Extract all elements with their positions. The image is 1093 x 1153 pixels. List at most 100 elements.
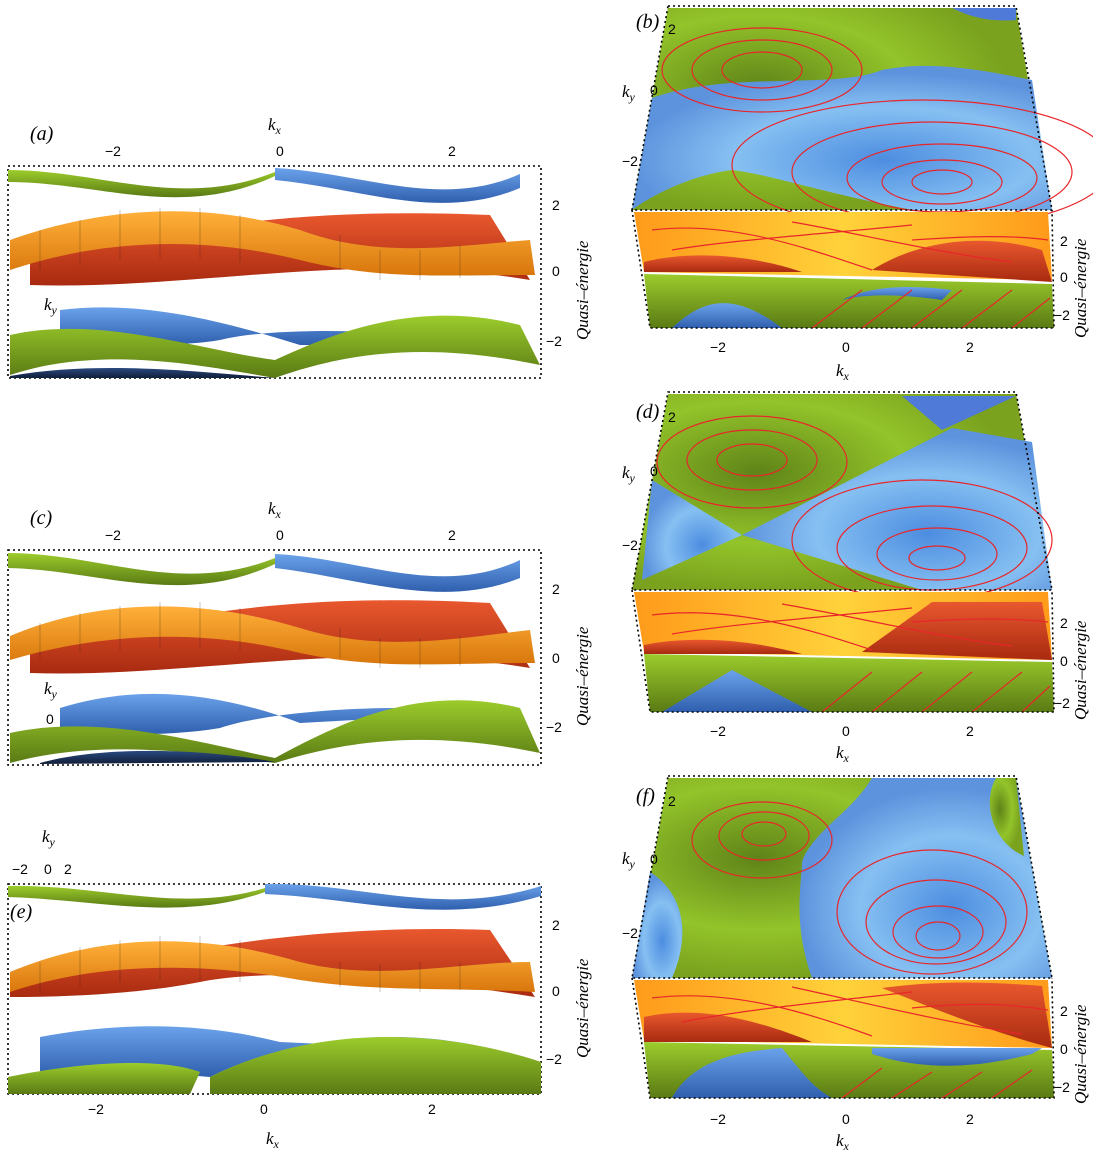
x-tick: 2 — [448, 527, 456, 543]
y-axis-label: ky — [44, 679, 58, 701]
contour — [881, 159, 1003, 205]
band-navy — [40, 750, 275, 764]
contour — [915, 921, 961, 951]
y-tick: 0 — [44, 861, 52, 877]
contour — [656, 415, 848, 509]
band-top-blue-left — [642, 480, 742, 580]
y-axis-label: ky — [44, 295, 58, 317]
panel-label: (b) — [636, 11, 660, 33]
y-tick: −2 — [622, 153, 638, 169]
band-top-green — [8, 553, 275, 586]
x-tick: −2 — [710, 339, 726, 355]
y-tick: 2 — [668, 21, 676, 37]
z-axis: 2 0 −2 Quasi–énergie — [1054, 1003, 1090, 1104]
contour — [865, 879, 1007, 965]
y-tick: −2 — [622, 537, 638, 553]
x-axis: −2 0 2 kx — [710, 1111, 974, 1153]
band-top-blue — [265, 883, 541, 910]
z-tick: −2 — [546, 1051, 562, 1067]
z-axis-label: Quasi–énergie — [1071, 1004, 1090, 1104]
y-tick: −2 — [12, 861, 28, 877]
band-top-green-corner — [989, 778, 1024, 856]
y-tick: 2 — [668, 409, 676, 425]
surface-top-view — [632, 8, 1093, 329]
band-top-blue-left — [632, 872, 683, 978]
z-axis: 2 0 −2 Quasi–énergie — [1054, 233, 1090, 338]
z-axis-label: Quasi–énergie — [573, 626, 592, 726]
x-tick: 2 — [966, 1111, 974, 1127]
x-axis: −2 0 2 kx — [710, 723, 974, 765]
contour — [836, 505, 1028, 591]
z-axis-label: Quasi–énergie — [573, 240, 592, 340]
x-axis: −2 0 2 kx — [710, 339, 974, 383]
panel-label: (e) — [10, 901, 33, 923]
band-lower-blue-right — [842, 287, 952, 300]
z-tick: −2 — [1054, 1079, 1070, 1095]
band-top-blue — [632, 65, 1052, 210]
band-lower-blue — [672, 1048, 832, 1098]
contour-lines — [821, 671, 1051, 713]
contour-lines — [841, 1067, 1033, 1099]
x-axis-label: kx — [268, 499, 282, 521]
z-tick: 0 — [1060, 269, 1068, 285]
surface-bands — [8, 883, 541, 1094]
band-lower-blue — [662, 670, 812, 712]
band-top-green — [8, 170, 275, 198]
y-tick: 2 — [668, 793, 676, 809]
x-tick: 0 — [842, 1111, 850, 1127]
x-tick: 0 — [842, 339, 850, 355]
panel-e: ky −2 0 2 (e) −2 0 2 kx 2 0 −2 Quasi–éne… — [7, 827, 592, 1151]
x-tick: −2 — [105, 527, 121, 543]
panel-label: (a) — [30, 123, 54, 145]
contour — [911, 169, 973, 195]
contour-lines — [691, 801, 1028, 975]
band-navy — [10, 368, 275, 378]
panel-c: (c) kx −2 0 2 ky 0 2 0 −2 Quasi–énergie — [7, 499, 592, 766]
contour — [686, 429, 818, 491]
x-tick: 2 — [428, 1101, 436, 1117]
x-tick: 0 — [276, 527, 284, 543]
y-axis: 2 ky 0 −2 — [622, 409, 676, 553]
plot-box — [631, 5, 1055, 329]
contour — [661, 27, 863, 113]
band-lower-blue — [672, 303, 782, 328]
band-red-left — [644, 1012, 812, 1042]
mesh-grid — [39, 208, 461, 280]
x-axis-label: kx — [268, 115, 282, 137]
band-green-lower — [10, 315, 540, 378]
panel-label: (d) — [636, 401, 660, 423]
z-tick: 0 — [552, 983, 560, 999]
z-tick: 2 — [552, 197, 560, 213]
contour — [811, 289, 1051, 329]
contour — [741, 821, 787, 847]
x-tick: 2 — [966, 723, 974, 739]
band-green-lower — [10, 700, 540, 763]
band-top-blue — [275, 168, 520, 203]
z-tick: 2 — [1060, 233, 1068, 249]
panel-f: (f) 2 ky 0 −2 −2 — [622, 775, 1090, 1153]
x-axis-label: kx — [836, 743, 850, 765]
band-lower-blue-right — [872, 1048, 1042, 1066]
band-orange — [10, 211, 535, 276]
contour-lines — [651, 603, 1049, 651]
band-green-lower — [8, 1062, 200, 1094]
band-orange — [10, 606, 535, 665]
band-orange — [10, 941, 535, 992]
z-axis-label: Quasi–énergie — [1071, 620, 1090, 720]
contour — [821, 671, 1051, 713]
contour — [651, 603, 1049, 651]
x-tick: 0 — [842, 723, 850, 739]
contour — [841, 1067, 1033, 1099]
x-axis-top: kx −2 0 2 — [105, 499, 456, 543]
band-top-blue-corner — [902, 396, 1016, 430]
contour — [876, 527, 998, 581]
panel-label: (f) — [636, 785, 655, 807]
z-axis: 2 0 −2 Quasi–énergie — [1054, 615, 1090, 720]
x-axis-label: kx — [836, 1131, 850, 1153]
band-top-green — [8, 885, 265, 908]
x-axis-top: kx −2 0 2 — [105, 115, 456, 159]
plot-box — [631, 775, 1055, 1099]
z-tick: 2 — [1060, 615, 1068, 631]
z-tick: 0 — [1060, 1041, 1068, 1057]
y-axis: 2 ky 0 −2 — [622, 21, 676, 169]
